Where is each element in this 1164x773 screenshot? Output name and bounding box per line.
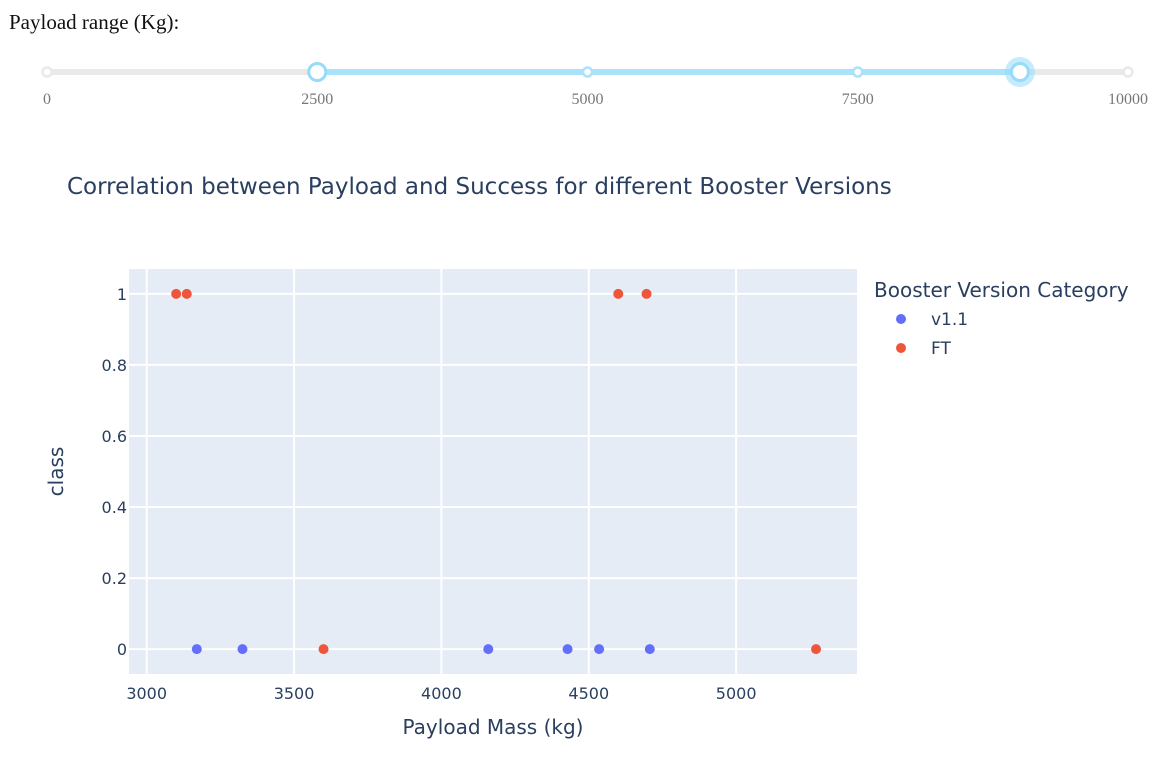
y-tick-label: 0.4: [102, 498, 127, 517]
scatter-chart: Correlation between Payload and Success …: [44, 174, 1129, 739]
y-tick-label: 0: [117, 640, 127, 659]
slider-label: Payload range (Kg):: [9, 10, 180, 34]
data-point-v1-1: [594, 644, 605, 655]
legend-title: Booster Version Category: [874, 278, 1129, 302]
legend-item-label[interactable]: v1.1: [931, 310, 968, 330]
x-axis-label: Payload Mass (kg): [403, 715, 584, 739]
chart-title: Correlation between Payload and Success …: [67, 174, 892, 200]
slider-mark-label: 2500: [301, 91, 333, 108]
y-axis-label: class: [44, 447, 68, 497]
x-tick-label: 3000: [126, 684, 167, 703]
data-point-FT: [181, 288, 192, 299]
data-point-v1-1: [191, 644, 202, 655]
data-point-FT: [171, 288, 182, 299]
x-tick-label: 3500: [274, 684, 315, 703]
y-tick-label: 0.8: [102, 356, 127, 375]
slider-handle-min[interactable]: [307, 62, 328, 82]
data-point-FT: [811, 644, 822, 655]
payload-range-slider[interactable]: 0 2500 5000 7500 10000: [0, 40, 1164, 120]
data-point-FT: [641, 288, 652, 299]
y-tick-label: 0.6: [102, 427, 127, 446]
data-point-v1-1: [562, 644, 573, 655]
data-point-FT: [318, 644, 329, 655]
data-point-v1-1: [237, 644, 248, 655]
data-point-v1-1: [644, 644, 655, 655]
plot-area: [129, 269, 857, 674]
slider-handle-max[interactable]: [1009, 62, 1030, 82]
slider-mark-dot[interactable]: [852, 66, 864, 78]
data-point-v1-1: [483, 644, 494, 655]
slider-mark-label: 7500: [842, 91, 874, 108]
slider-mark-label: 0: [43, 91, 51, 108]
x-tick-label: 4000: [421, 684, 462, 703]
slider-mark-label: 5000: [572, 91, 604, 108]
y-tick-label: 0.2: [102, 569, 127, 588]
legend-marker[interactable]: [896, 314, 906, 324]
x-tick-label: 5000: [716, 684, 757, 703]
x-tick-label: 4500: [568, 684, 609, 703]
legend-marker[interactable]: [896, 343, 906, 353]
slider-mark-label: 10000: [1108, 91, 1148, 108]
slider-mark-dot[interactable]: [41, 66, 53, 78]
data-point-FT: [613, 288, 624, 299]
slider-mark-dot[interactable]: [1122, 66, 1134, 78]
y-tick-label: 1: [117, 285, 127, 304]
legend-item-label[interactable]: FT: [931, 339, 951, 359]
slider-mark-dot[interactable]: [581, 66, 594, 78]
